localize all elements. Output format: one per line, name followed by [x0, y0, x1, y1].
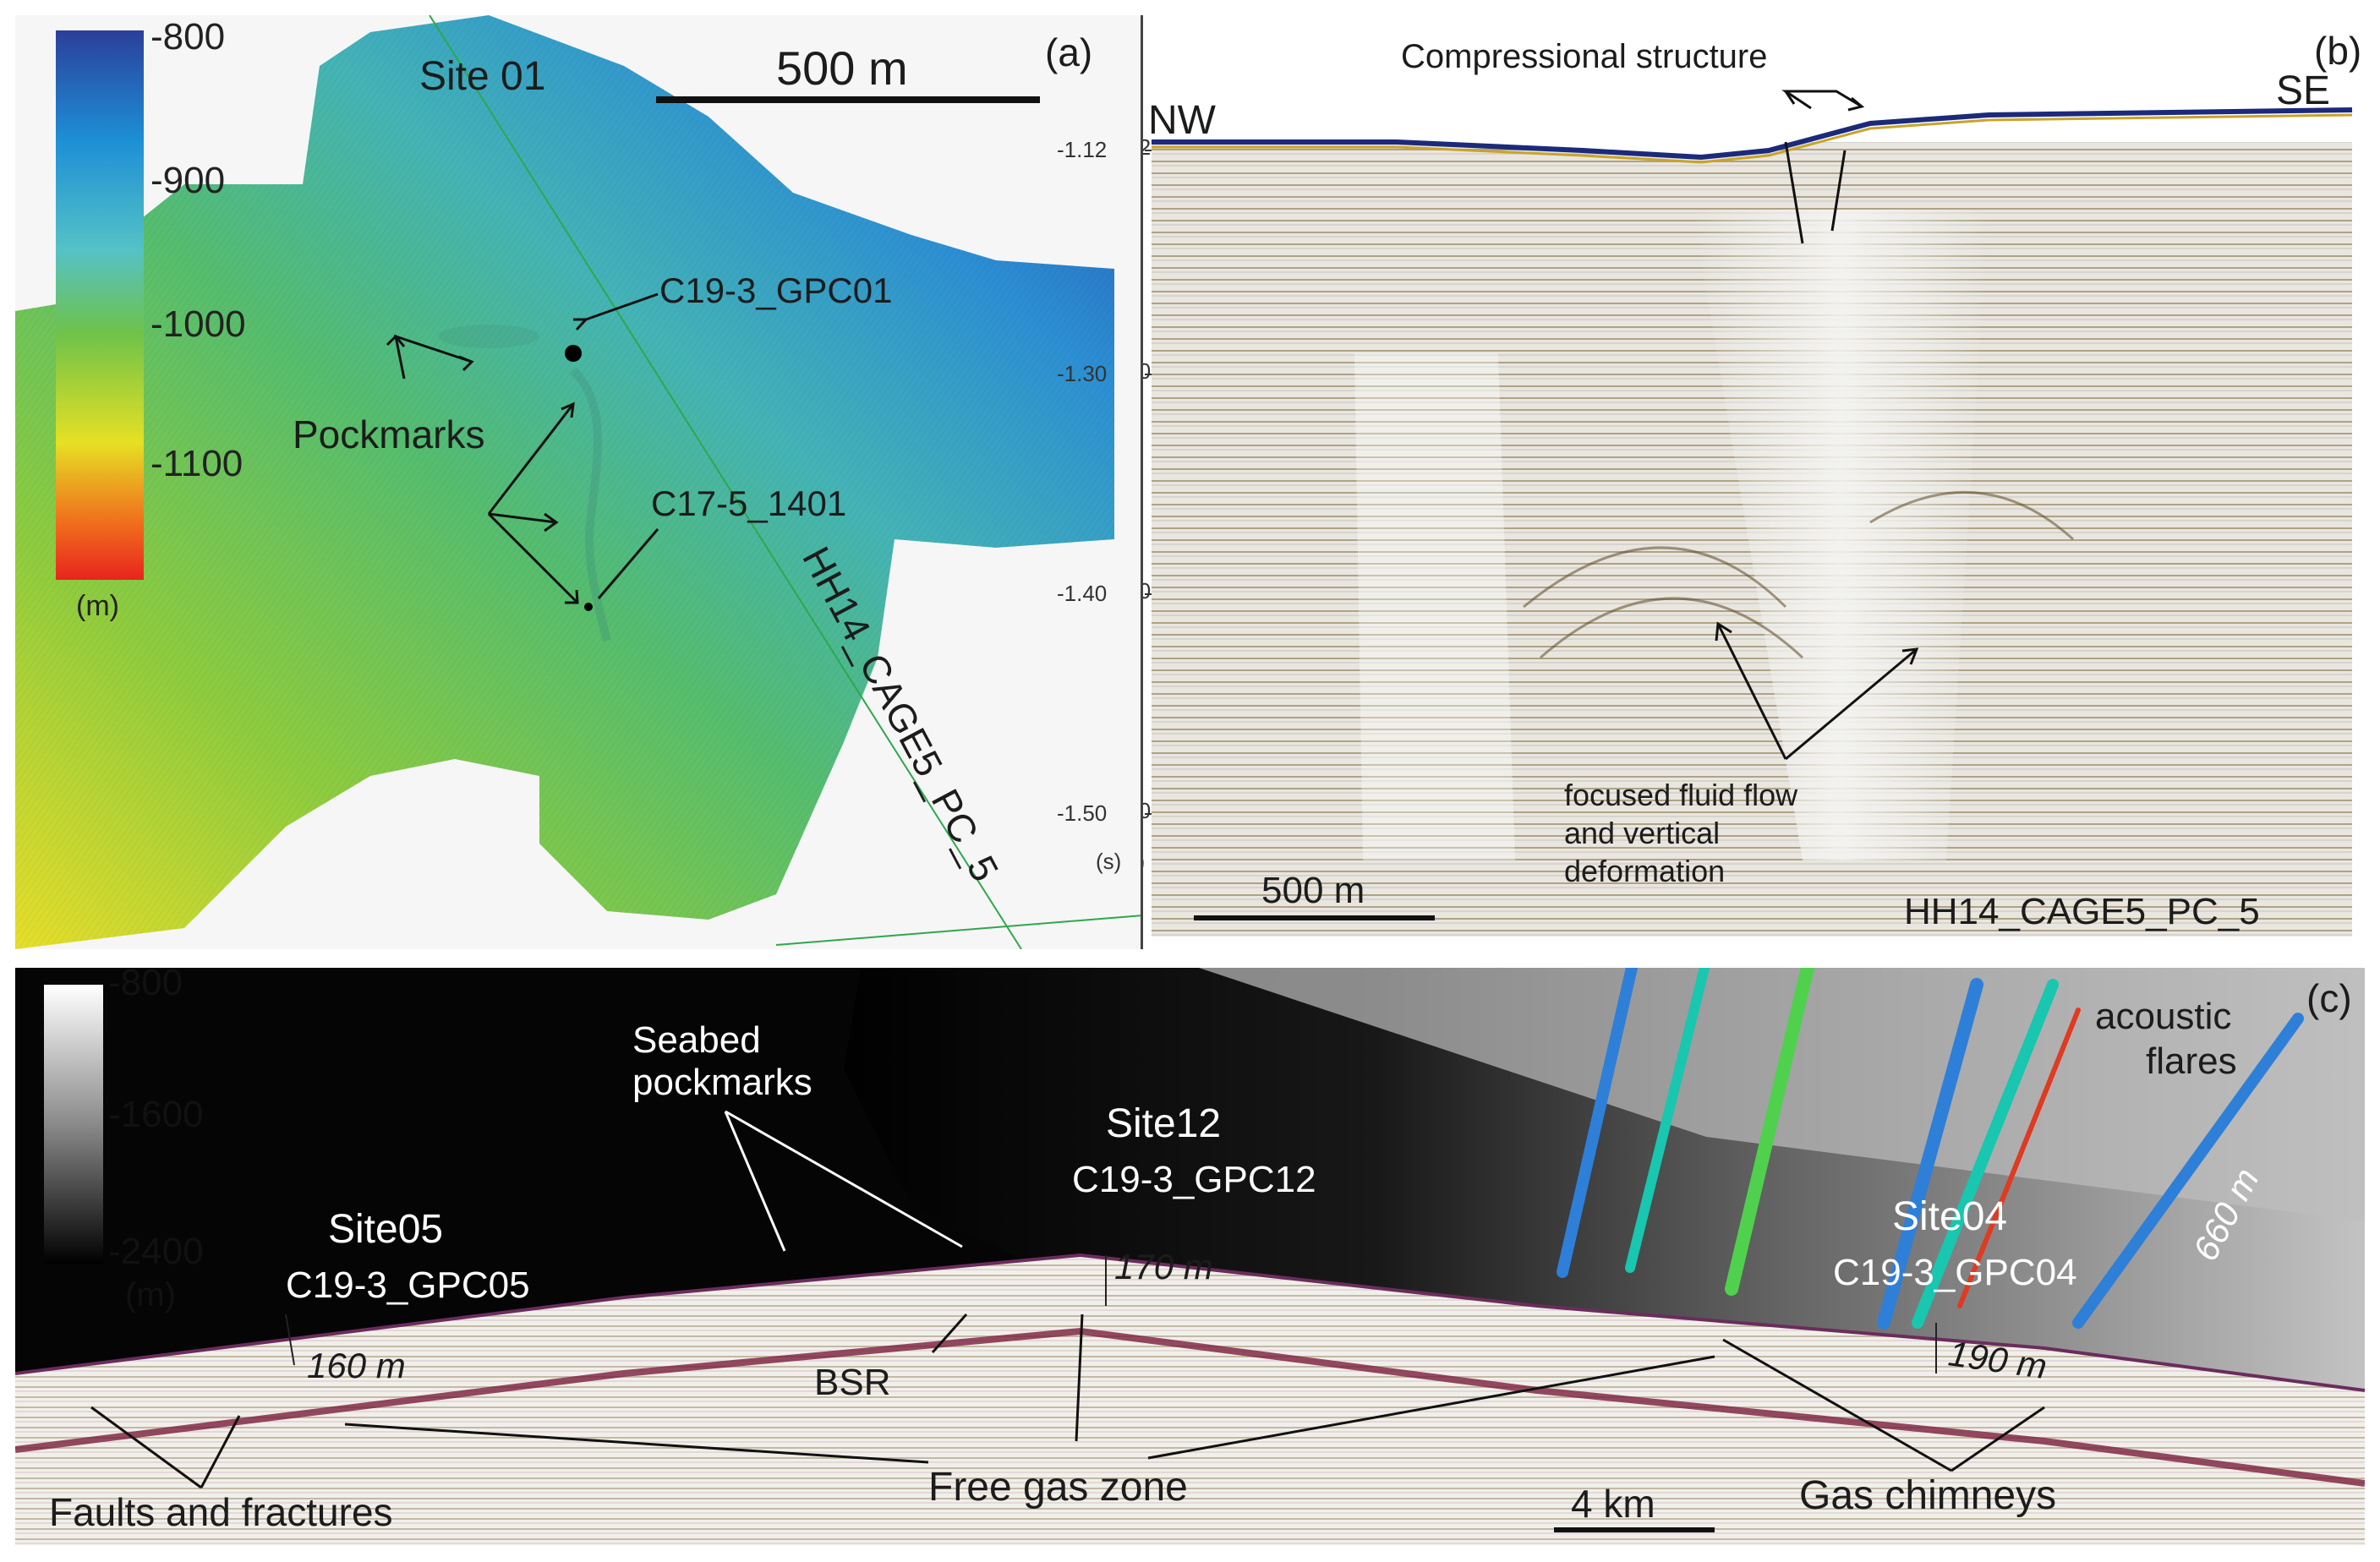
panel-a-bathymetry-map: -800 -900 -1000 -1100 (m) (a) Site 01 50…	[15, 15, 1143, 949]
survey-line-hh14	[429, 15, 1022, 949]
se-label: SE	[2276, 68, 2330, 113]
flow-label-line1: focused fluid flow	[1564, 778, 1798, 812]
colorbar-c-tick-1600: -1600	[108, 1094, 204, 1135]
seismic-section-c	[15, 1255, 2365, 1545]
y-unit-out: (s)	[1096, 849, 1121, 874]
profile-name-b: HH14_CAGE5_PC_5	[1904, 891, 2260, 932]
y-tick-112-out: -1.12	[1057, 137, 1107, 162]
panel-b-axis-labels: -1.12 -1.30 -1.40 -1.50 (s)	[1057, 137, 1121, 874]
y-tick-112: -1.12	[1143, 134, 1151, 160]
depth-colorbar-c	[44, 985, 103, 1264]
panel-c-3d-view: -800 -1600 -2400 (m) (c) Seabed pockmark…	[15, 968, 2365, 1545]
y-tick-150-out: -1.50	[1057, 800, 1107, 826]
depth-170: 170 m	[1114, 1247, 1213, 1286]
gas-chimneys-arrows	[1722, 1338, 2045, 1472]
core-1401-label: C17-5_1401	[651, 483, 846, 523]
scale-bar-c-label: 4 km	[1571, 1482, 1655, 1526]
colorbar-a-tick-900: -900	[150, 160, 225, 201]
free-gas-arrows	[344, 1314, 1715, 1464]
fluid-flow-arrows	[1715, 621, 1919, 761]
core04-label: C19-3_GPC04	[1833, 1252, 2077, 1293]
site-01-label: Site 01	[419, 54, 545, 99]
scale-bar-b-label: 500 m	[1261, 870, 1365, 911]
core05-label: C19-3_GPC05	[286, 1264, 530, 1306]
colorbar-a-tick-1000: -1000	[150, 303, 246, 345]
acoustic-flares-line2: flares	[2146, 1040, 2237, 1082]
site04-label: Site04	[1892, 1194, 2007, 1239]
colorbar-a-ticks: -800 -900 -1000 -1100 (m)	[76, 16, 246, 622]
gas-chimneys-label: Gas chimneys	[1799, 1473, 2056, 1518]
seabed-pockmarks-line1: Seabed	[632, 1019, 761, 1061]
y-tick-150: -1.50	[1143, 798, 1151, 823]
compressional-arrows	[1781, 90, 1865, 244]
core-1401-marker	[584, 603, 593, 611]
flow-label-line3: deformation	[1564, 854, 1725, 888]
survey-line-2	[775, 915, 1143, 946]
core-gpc01-marker	[565, 345, 582, 362]
panel-b-y-axis: -1.12 -1.30 -1.40 -1.50 (s)	[1143, 134, 1151, 874]
pockmarks-label: Pockmarks	[293, 412, 484, 456]
colorbar-c-tick-2400: -2400	[108, 1231, 204, 1272]
site05-label: Site05	[328, 1207, 443, 1252]
bsr-reflector	[15, 1327, 2365, 1487]
seabed-reflector	[1152, 107, 2353, 161]
colorbar-a-unit: (m)	[76, 590, 119, 622]
panel-b-seismic-profile: -1.12 -1.30 -1.40 -1.50 (s) (b) Compress…	[1143, 15, 2365, 949]
scale-bar-a-label: 500 m	[776, 41, 908, 95]
y-tick-130: -1.30	[1143, 358, 1151, 384]
y-tick-130-out: -1.30	[1057, 361, 1107, 386]
faults-label: Faults and fractures	[49, 1490, 393, 1534]
bsr-label: BSR	[814, 1362, 890, 1403]
depth-colorbar-a	[56, 30, 144, 580]
colorbar-a-tick-1100: -1100	[150, 443, 243, 484]
colorbar-c-unit: (m)	[125, 1276, 176, 1314]
core-gpc01-label: C19-3_GPC01	[659, 270, 892, 310]
y-tick-140-out: -1.40	[1057, 581, 1107, 606]
flow-label-line2: and vertical	[1564, 816, 1720, 850]
colorbar-a-tick-800: -800	[150, 16, 225, 57]
seabed-pockmarks-line2: pockmarks	[632, 1062, 812, 1103]
acoustic-flares	[1557, 968, 2304, 1330]
panel-c-svg: -800 -1600 -2400 (m) (c) Seabed pockmark…	[15, 968, 2365, 1545]
colorbar-c-ticks: -800 -1600 -2400 (m)	[108, 968, 204, 1314]
y-unit: (s)	[1143, 849, 1145, 874]
nw-label: NW	[1148, 98, 1217, 143]
panel-b-letter: (b)	[2314, 29, 2361, 73]
colorbar-c-tick-800: -800	[108, 968, 183, 1003]
free-gas-label: Free gas zone	[928, 1465, 1188, 1510]
faults-arrows	[90, 1406, 241, 1489]
seabed-pockmarks-arrows	[724, 1110, 963, 1252]
panel-b-y-ticks-visible	[1145, 150, 1152, 815]
seismic-profile-svg: -1.12 -1.30 -1.40 -1.50 (s) (b) Compress…	[1143, 15, 2361, 937]
acoustic-flares-line1: acoustic	[2095, 996, 2231, 1037]
divider-a-b	[1141, 15, 1143, 949]
y-tick-140: -1.40	[1143, 578, 1151, 604]
core12-label: C19-3_GPC12	[1072, 1159, 1316, 1200]
site12-label: Site12	[1106, 1101, 1221, 1146]
panel-a-letter: (a)	[1045, 30, 1092, 74]
compressional-structure-label: Compressional structure	[1401, 38, 1768, 75]
bathymetry-map-svg: -800 -900 -1000 -1100 (m) (a) Site 01 50…	[15, 15, 1143, 949]
depth-160: 160 m	[307, 1346, 406, 1385]
panel-c-letter: (c)	[2306, 976, 2352, 1020]
pockmark-arrows	[386, 334, 579, 604]
